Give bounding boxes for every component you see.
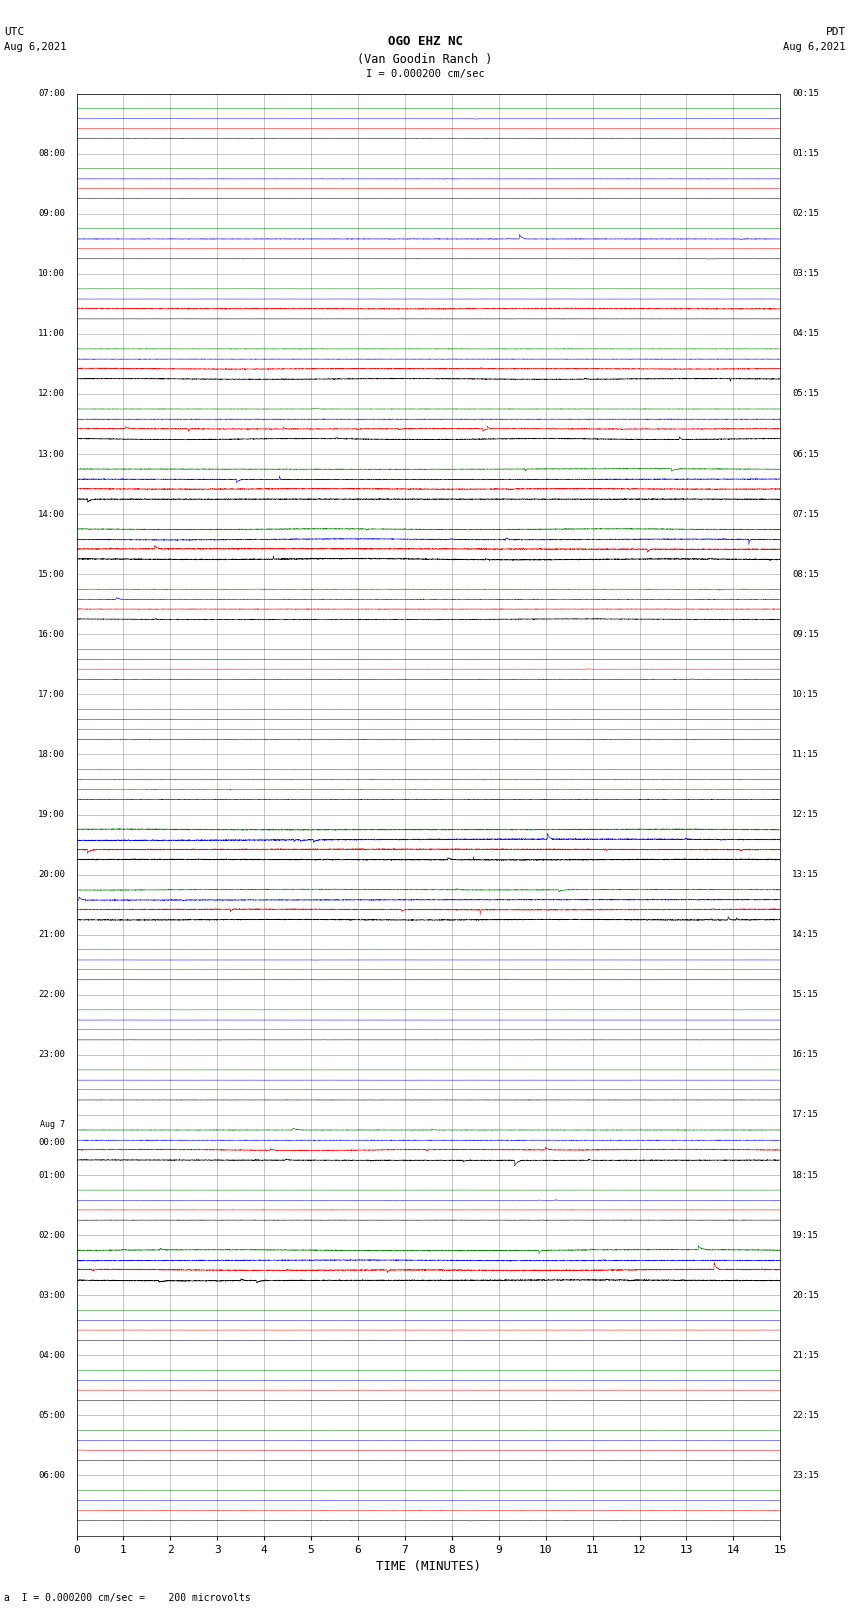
Text: 19:00: 19:00 <box>38 810 65 819</box>
Text: 05:00: 05:00 <box>38 1411 65 1419</box>
Text: 18:00: 18:00 <box>38 750 65 760</box>
Text: Aug 6,2021: Aug 6,2021 <box>783 42 846 52</box>
Text: 23:15: 23:15 <box>792 1471 819 1481</box>
Text: 04:00: 04:00 <box>38 1350 65 1360</box>
Text: 21:15: 21:15 <box>792 1350 819 1360</box>
Text: 07:00: 07:00 <box>38 89 65 98</box>
Text: UTC: UTC <box>4 27 25 37</box>
Text: 16:15: 16:15 <box>792 1050 819 1060</box>
Text: 00:15: 00:15 <box>792 89 819 98</box>
Text: 12:15: 12:15 <box>792 810 819 819</box>
Text: 18:15: 18:15 <box>792 1171 819 1179</box>
Text: 01:00: 01:00 <box>38 1171 65 1179</box>
Text: 22:15: 22:15 <box>792 1411 819 1419</box>
Text: PDT: PDT <box>825 27 846 37</box>
Text: 05:15: 05:15 <box>792 389 819 398</box>
Text: I = 0.000200 cm/sec: I = 0.000200 cm/sec <box>366 69 484 79</box>
Text: Aug 7: Aug 7 <box>40 1119 65 1129</box>
Text: Aug 6,2021: Aug 6,2021 <box>4 42 67 52</box>
Text: 10:15: 10:15 <box>792 690 819 698</box>
Text: 10:00: 10:00 <box>38 269 65 279</box>
Text: 06:00: 06:00 <box>38 1471 65 1481</box>
Text: 09:15: 09:15 <box>792 629 819 639</box>
Text: 08:15: 08:15 <box>792 569 819 579</box>
Text: 21:00: 21:00 <box>38 931 65 939</box>
Text: 13:15: 13:15 <box>792 869 819 879</box>
Text: 06:15: 06:15 <box>792 450 819 458</box>
X-axis label: TIME (MINUTES): TIME (MINUTES) <box>376 1560 481 1573</box>
Text: 04:15: 04:15 <box>792 329 819 339</box>
Text: 23:00: 23:00 <box>38 1050 65 1060</box>
Text: 02:00: 02:00 <box>38 1231 65 1240</box>
Text: 03:00: 03:00 <box>38 1290 65 1300</box>
Text: 08:00: 08:00 <box>38 148 65 158</box>
Text: 03:15: 03:15 <box>792 269 819 279</box>
Text: 20:15: 20:15 <box>792 1290 819 1300</box>
Text: 11:00: 11:00 <box>38 329 65 339</box>
Text: 13:00: 13:00 <box>38 450 65 458</box>
Text: 02:15: 02:15 <box>792 210 819 218</box>
Text: OGO EHZ NC: OGO EHZ NC <box>388 35 462 48</box>
Text: a  I = 0.000200 cm/sec =    200 microvolts: a I = 0.000200 cm/sec = 200 microvolts <box>4 1594 251 1603</box>
Text: 09:00: 09:00 <box>38 210 65 218</box>
Text: (Van Goodin Ranch ): (Van Goodin Ranch ) <box>357 53 493 66</box>
Text: 07:15: 07:15 <box>792 510 819 519</box>
Text: 19:15: 19:15 <box>792 1231 819 1240</box>
Text: 14:00: 14:00 <box>38 510 65 519</box>
Text: 11:15: 11:15 <box>792 750 819 760</box>
Text: 15:15: 15:15 <box>792 990 819 1000</box>
Text: 14:15: 14:15 <box>792 931 819 939</box>
Text: 17:15: 17:15 <box>792 1110 819 1119</box>
Text: 01:15: 01:15 <box>792 148 819 158</box>
Text: 16:00: 16:00 <box>38 629 65 639</box>
Text: 00:00: 00:00 <box>38 1137 65 1147</box>
Text: 20:00: 20:00 <box>38 869 65 879</box>
Text: 15:00: 15:00 <box>38 569 65 579</box>
Text: 22:00: 22:00 <box>38 990 65 1000</box>
Text: 12:00: 12:00 <box>38 389 65 398</box>
Text: 17:00: 17:00 <box>38 690 65 698</box>
